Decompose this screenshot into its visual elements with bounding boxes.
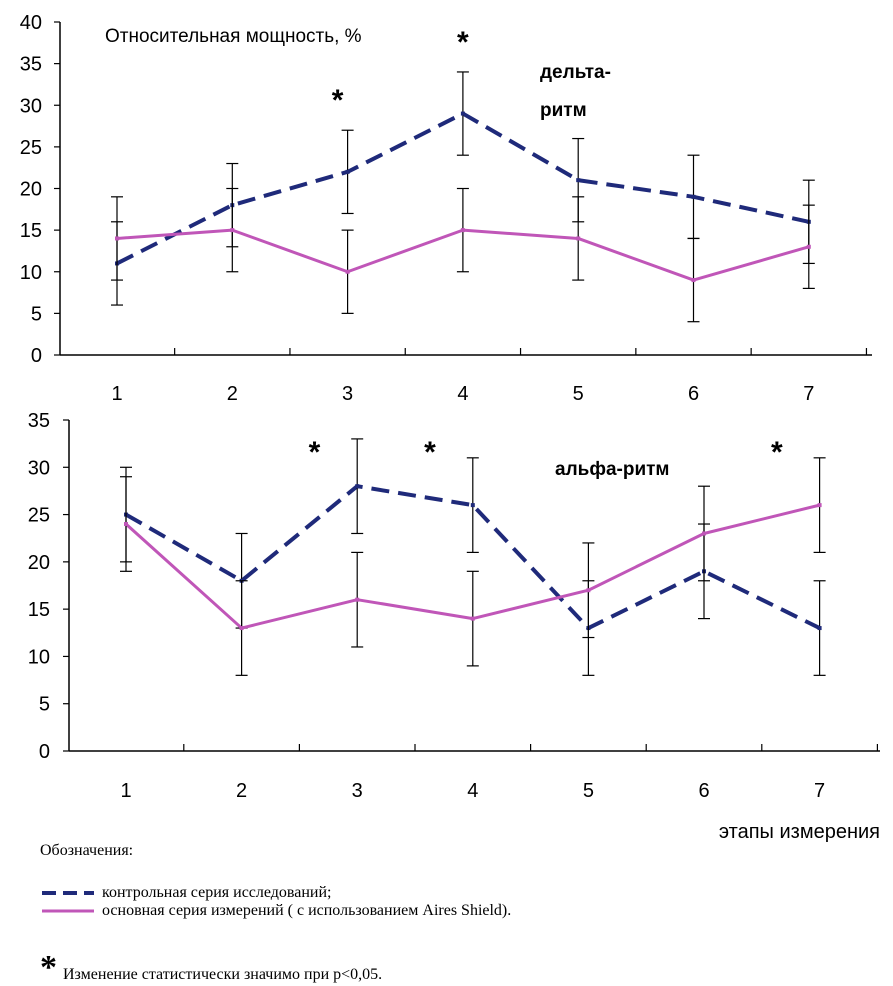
chart-1: 0 5 10 15 20 25 30 35 40 1 2 3 4 5 6 7 Относительная мощ… xyxy=(20,12,872,405)
x-tick-label: 7 xyxy=(803,383,814,405)
legend-item-main: основная серия измерений ( с использован… xyxy=(40,902,511,920)
y-tick-label: 20 xyxy=(28,552,50,574)
significance-star: * xyxy=(457,26,469,59)
x-tick-label: 6 xyxy=(698,780,709,802)
x-tick-label: 3 xyxy=(342,383,353,405)
y-tick-label: 0 xyxy=(39,741,50,763)
x-tick-label: 2 xyxy=(236,780,247,802)
y-tick-label: 10 xyxy=(20,262,42,284)
data-point xyxy=(460,111,465,116)
legend-item-control: контрольная серия исследований; xyxy=(40,884,331,902)
x-tick-label: 6 xyxy=(688,383,699,405)
significance-text: Изменение статистически значимо при p<0,… xyxy=(63,966,383,983)
significance-star: * xyxy=(771,436,783,469)
data-point xyxy=(817,503,822,508)
significance-note: * Изменение статистически значимо при p<… xyxy=(40,949,383,986)
data-point xyxy=(115,236,119,241)
x-tick-label: 7 xyxy=(814,780,825,802)
data-point xyxy=(470,616,475,621)
x-tick-label: 5 xyxy=(573,383,584,405)
data-point xyxy=(230,228,235,233)
y-tick-label: 40 xyxy=(20,12,42,34)
y-tick-label: 15 xyxy=(20,220,42,242)
x-tick-label: 5 xyxy=(583,780,594,802)
data-point xyxy=(460,228,465,233)
data-point xyxy=(586,588,591,593)
significance-star: * xyxy=(332,84,344,117)
y-tick-label: 5 xyxy=(31,303,42,325)
y-tick-label: 5 xyxy=(39,694,50,716)
data-point xyxy=(124,522,128,527)
data-point xyxy=(355,484,360,489)
data-point xyxy=(576,236,581,241)
y-tick-label: 0 xyxy=(31,345,42,367)
x-tick-label: 3 xyxy=(352,780,363,802)
x-axis-label: этапы измерения xyxy=(719,821,880,843)
legend-title: Обозначения: xyxy=(40,842,134,859)
chart-title: Относительная мощность, % xyxy=(105,26,362,47)
legend-label-main: основная серия измерений ( с использован… xyxy=(102,902,512,919)
y-tick-label: 15 xyxy=(28,599,50,621)
data-point xyxy=(817,626,822,631)
significance-star: * xyxy=(309,436,321,469)
y-tick-label: 25 xyxy=(28,505,50,527)
y-tick-label: 25 xyxy=(20,137,42,159)
data-point xyxy=(470,503,475,508)
data-point xyxy=(239,626,244,631)
data-point xyxy=(691,194,696,199)
x-tick-label: 2 xyxy=(227,383,238,405)
rhythm-label: дельта- xyxy=(540,62,611,83)
x-tick-label: 1 xyxy=(111,383,122,405)
data-point xyxy=(702,531,706,536)
y-tick-label: 30 xyxy=(20,95,42,117)
data-point xyxy=(691,278,696,283)
significance-star: * xyxy=(424,436,436,469)
legend-label-control: контрольная серия исследований; xyxy=(102,884,332,901)
y-tick-label: 30 xyxy=(28,457,50,479)
asterisk-icon: * xyxy=(40,949,57,986)
data-point xyxy=(345,169,350,174)
x-tick-label: 4 xyxy=(457,383,468,405)
solid-line-swatch-icon xyxy=(42,909,94,913)
rhythm-label: ритм xyxy=(540,100,587,121)
data-point xyxy=(576,178,581,183)
y-tick-label: 10 xyxy=(28,646,50,668)
data-point xyxy=(345,269,350,274)
x-tick-label: 1 xyxy=(120,780,131,802)
y-tick-label: 35 xyxy=(20,54,42,76)
rhythm-label: альфа-ритм xyxy=(555,459,669,480)
data-point xyxy=(806,244,811,249)
data-point xyxy=(355,597,360,602)
dashed-line-swatch-icon xyxy=(42,891,94,895)
y-tick-label: 20 xyxy=(20,179,42,201)
y-tick-label: 35 xyxy=(28,410,50,432)
chart-2: 0 5 10 15 20 25 30 35 1 2 3 4 5 6 7 альфа-ритм этапы изм… xyxy=(28,410,880,843)
x-tick-label: 4 xyxy=(467,780,478,802)
